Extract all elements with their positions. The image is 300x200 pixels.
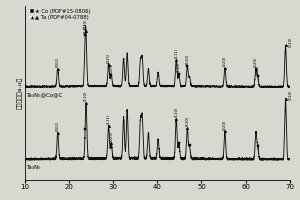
Text: (220): (220)	[256, 64, 260, 75]
Text: (110): (110)	[84, 18, 88, 29]
Text: (210): (210)	[289, 90, 293, 100]
Text: Ta₃N₅@Co@C: Ta₃N₅@Co@C	[26, 92, 62, 97]
Text: (220): (220)	[254, 57, 258, 67]
Text: (220): (220)	[223, 119, 227, 130]
Text: (111): (111)	[174, 48, 178, 58]
Text: (025): (025)	[109, 63, 113, 73]
Text: (025): (025)	[109, 130, 113, 141]
Text: (002): (002)	[56, 120, 60, 131]
Y-axis label: 相对强度（a.u）: 相对强度（a.u）	[18, 77, 23, 109]
Text: (111): (111)	[83, 23, 87, 33]
Text: (111): (111)	[106, 114, 111, 124]
Text: (110): (110)	[174, 107, 178, 117]
Text: (510): (510)	[185, 54, 189, 64]
Text: (110): (110)	[177, 62, 181, 72]
Text: (510): (510)	[185, 116, 189, 126]
Text: (025): (025)	[106, 53, 111, 63]
Text: (110): (110)	[84, 91, 88, 101]
Text: Ta₃N₅: Ta₃N₅	[26, 165, 40, 170]
Legend: ★ Co (PDF#15-0806), ▲ Ta (PDF#04-0788): ★ Co (PDF#15-0806), ▲ Ta (PDF#04-0788)	[30, 8, 91, 20]
Text: (210): (210)	[289, 36, 293, 47]
Text: (002): (002)	[56, 57, 60, 67]
Text: (220): (220)	[223, 56, 227, 66]
